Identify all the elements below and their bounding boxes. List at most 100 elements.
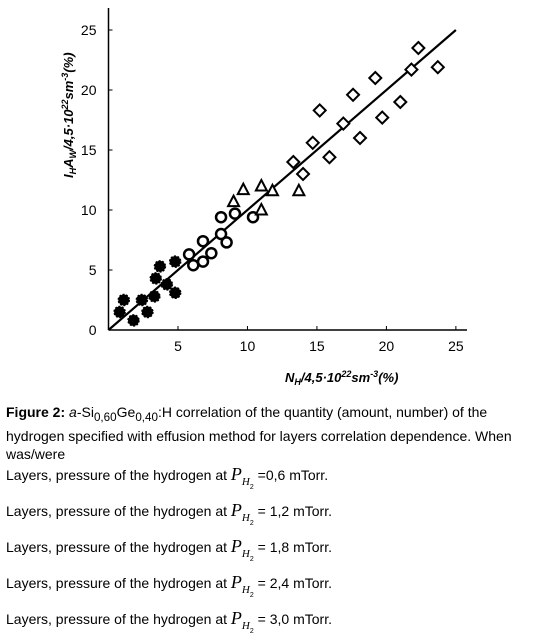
point [214,210,228,224]
x-label-part: /4,5·10 [300,370,342,385]
caption-part: Ge [116,404,136,420]
point [322,149,337,165]
symbol-subsubscript: 2 [249,627,254,635]
pressure-value: = 2,4 mTorr. [257,574,332,591]
point [182,248,196,261]
y-label-part: (%) [61,52,76,72]
point [226,193,241,208]
caption-part: -Si [76,404,94,420]
symbol-subsubscript: 2 [249,591,254,599]
chart: NH/4,5·1022sm-3(%) IHAW/4,5·1022sm-3(%) … [60,8,467,387]
point [214,227,228,241]
x-tick-label: 20 [379,338,395,354]
symbol-subscript: H [241,475,250,488]
symbol-subscript: H [241,619,250,632]
point [335,116,351,132]
point [295,166,311,182]
x-axis-label: NH/4,5·1022sm-3(%) [285,369,398,387]
caption-part: a [69,404,77,420]
point [148,290,161,303]
y-axis-label: IHAW/4,5·1022sm-3(%) [60,52,78,178]
y-tick-label: 10 [81,202,97,218]
pressure-symbol: P [230,535,242,556]
y-label-part: sm [61,80,76,99]
caption-part: :H correlation of the quantity (amount, … [6,404,512,462]
y-label-part: W [68,148,78,158]
y-label-part: A [61,158,76,168]
line-prefix: Layers, pressure of the hydrogen at [6,610,228,627]
point [352,130,368,146]
point [117,293,131,307]
y-tick-label: 0 [89,322,97,338]
point [265,182,280,197]
pressure-symbol: P [230,607,242,628]
pressure-symbol: P [230,571,242,592]
line-prefix: Layers, pressure of the hydrogen at [6,502,228,519]
point [196,255,210,268]
x-label-part: N [285,370,295,385]
x-tick-label: 15 [309,338,325,354]
point [113,305,126,319]
point [168,255,182,268]
x-label-part: H [294,377,301,387]
point [135,293,149,307]
x-label-part: sm [351,370,370,385]
symbol-subscript: H [241,547,250,560]
y-label-part: /4,5·10 [61,109,76,151]
point [236,181,251,196]
y-label-part: I [61,174,76,178]
y-label-part: H [68,167,78,174]
point [305,135,321,151]
point [205,246,218,260]
caption-lines: Layers, pressure of the hydrogen at PH2 … [6,463,532,643]
line-prefix: Layers, pressure of the hydrogen at [6,466,228,483]
line-prefix: Layers, pressure of the hydrogen at [6,538,228,555]
caption-text: Figure 2: a-Si0,60Ge0,40:H correlation o… [6,403,532,463]
point [392,94,408,110]
point [127,314,140,327]
y-tick-label: 15 [81,142,97,158]
x-tick-label: 25 [448,338,464,354]
point [160,278,174,291]
point [374,110,390,126]
y-label-part: 22 [60,99,70,110]
x-label-part: -3 [370,369,378,379]
caption-part: 0,60 [93,410,117,424]
caption-part: 0,40 [135,410,158,424]
point [345,87,361,103]
point [291,182,307,197]
point [367,70,383,86]
x-label-part: 22 [340,369,351,379]
x-label-part: (%) [378,370,398,385]
point [153,260,167,273]
y-tick-label: 20 [81,82,97,98]
caption: Figure 2: a-Si0,60Ge0,40:H correlation o… [6,403,532,643]
pressure-value: = 3,0 mTorr. [257,610,332,627]
point [168,286,182,300]
point [312,102,328,118]
point [254,177,269,192]
x-tick-label: 5 [174,338,182,354]
symbol-subsubscript: 2 [249,519,254,527]
symbol-subsubscript: 2 [249,483,254,491]
figure-label: Figure 2: [6,404,66,420]
caption-line: Layers, pressure of the hydrogen at PH2 … [6,535,532,571]
point [410,40,426,56]
pressure-value: = 1,8 mTorr. [257,538,332,555]
symbol-subscript: H [241,583,250,596]
pressure-value: = 1,2 mTorr. [257,502,332,519]
pressure-value: =0,6 mTorr. [257,466,329,483]
point [149,272,162,285]
caption-line: Layers, pressure of the hydrogen at PH2 … [6,499,532,535]
point [196,234,210,248]
y-tick-label: 5 [89,262,97,278]
line-prefix: Layers, pressure of the hydrogen at [6,574,228,591]
symbol-subscript: H [241,511,250,524]
point [228,207,242,220]
caption-line: Layers, pressure of the hydrogen at PH2 … [6,463,532,499]
y-tick-label: 25 [81,22,97,38]
page-body: NH/4,5·1022sm-3(%) IHAW/4,5·1022sm-3(%) … [6,8,512,635]
point [254,201,269,216]
point [404,62,419,78]
symbol-subsubscript: 2 [249,555,254,563]
